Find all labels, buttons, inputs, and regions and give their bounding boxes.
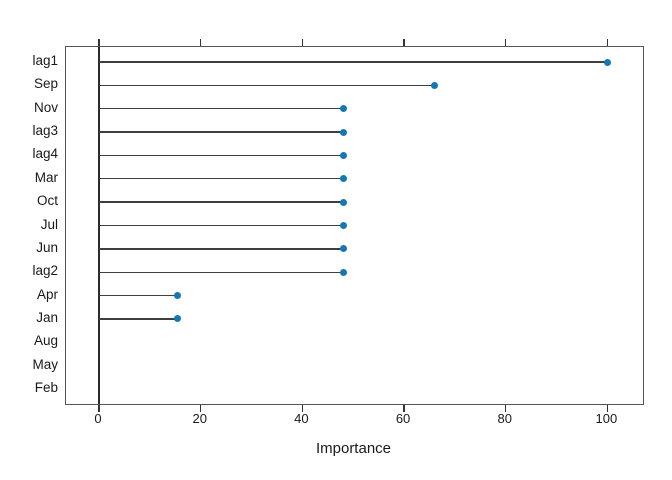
category-label-oct: Oct [36,193,58,209]
importance-stem-sep [99,84,435,87]
importance-dot-lag2 [339,268,347,276]
x-tick-label: 100 [595,411,618,426]
importance-dot-lag1 [603,58,611,66]
x-axis-tick [606,405,609,413]
category-label-feb: Feb [34,380,58,395]
x-tick-label: 40 [294,411,309,426]
x-axis-tick [98,405,100,413]
category-label-lag4: lag4 [32,146,58,162]
category-label-apr: Apr [36,286,58,302]
importance-dot-nov [339,105,347,113]
importance-stem-lag4 [99,154,344,157]
x-axis-tick [98,38,100,46]
x-axis-tick [505,38,507,46]
importance-dot-apr [174,292,182,300]
x-axis-tick [606,38,609,46]
importance-dot-jan [174,315,182,323]
category-label-jul: Jul [40,216,58,232]
importance-dot-sep [431,81,439,89]
importance-stem-lag3 [99,131,344,133]
x-axis-tick [301,38,304,46]
category-label-may: May [32,356,58,372]
x-tick-label: 60 [395,411,411,426]
x-axis-tick [403,38,405,46]
category-label-lag2: lag2 [32,263,58,279]
importance-dot-lag4 [339,151,347,159]
category-label-sep: Sep [33,76,58,92]
importance-dot-jul [339,222,347,229]
importance-stem-jun [99,248,344,250]
category-label-jan: Jan [36,309,58,325]
importance-stem-jan [99,318,178,320]
importance-stem-lag1 [99,61,608,63]
x-axis-title: Importance [315,440,392,457]
importance-stem-oct [99,201,344,203]
x-tick-label: 0 [94,411,102,426]
plot-panel [65,38,644,413]
importance-dot-mar [339,175,347,183]
category-label-mar: Mar [34,169,58,185]
x-axis-tick [505,405,507,413]
category-label-nov: Nov [33,99,58,115]
importance-dot-jun [339,245,347,253]
x-axis-tick [200,405,202,413]
category-label-jun: Jun [36,239,58,255]
importance-dot-lag3 [339,128,347,136]
x-axis-tick [200,38,202,46]
importance-stem-lag2 [99,271,344,273]
importance-stem-nov [99,108,344,110]
x-tick-label: 80 [497,411,512,426]
x-tick-label: 20 [192,411,207,426]
importance-stem-mar [99,178,344,180]
category-label-lag1: lag1 [32,53,58,68]
importance-dot-oct [339,198,347,206]
category-label-lag3: lag3 [32,123,58,139]
importance-stem-jul [99,224,344,227]
category-label-aug: Aug [33,333,58,349]
x-axis-tick [301,405,304,413]
x-axis-tick [403,405,405,413]
importance-stem-apr [99,294,178,297]
